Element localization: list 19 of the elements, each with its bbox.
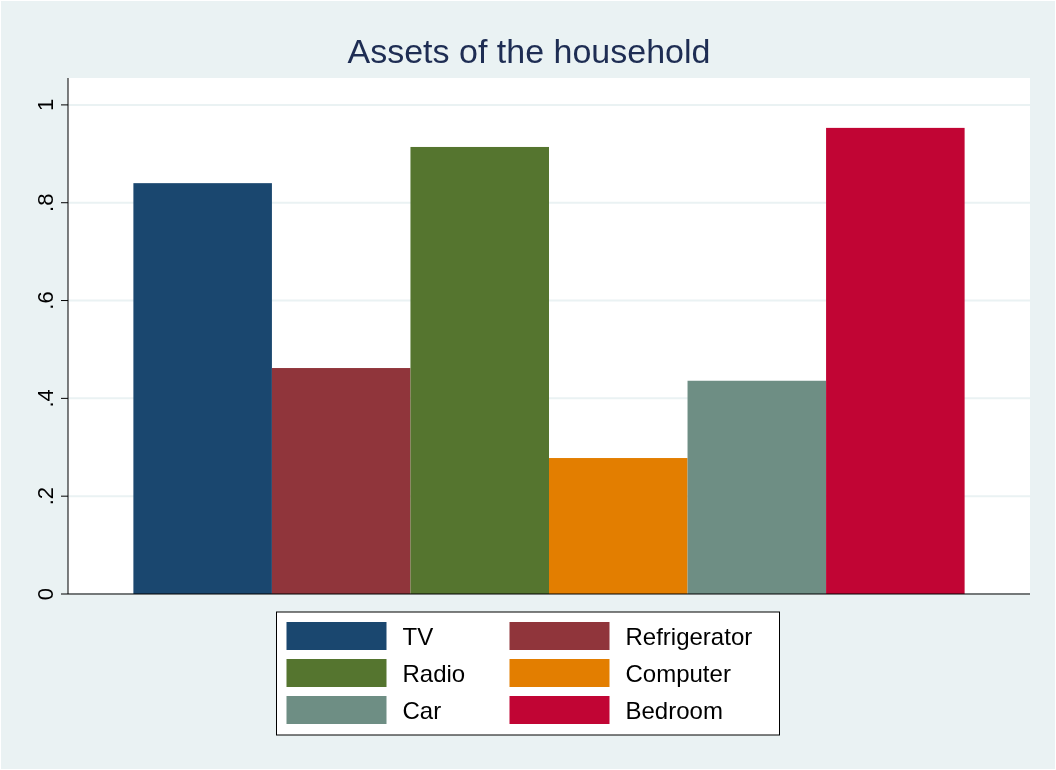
bar (826, 127, 965, 594)
y-tick-label: .6 (33, 291, 58, 310)
bar (410, 146, 549, 594)
legend-label: TV (402, 623, 434, 650)
legend-label: Computer (625, 660, 731, 687)
legend-label: Bedroom (625, 697, 723, 724)
y-tick-label: .2 (33, 487, 58, 506)
legend-label: Radio (402, 660, 466, 687)
bar (271, 368, 411, 594)
bar (549, 458, 688, 594)
y-tick-label: 1 (33, 98, 58, 112)
bar (687, 380, 827, 594)
legend-label: Refrigerator (625, 623, 753, 650)
chart-title: Assets of the household (347, 32, 711, 70)
y-tick-label: .4 (33, 389, 58, 408)
y-tick-label: .8 (33, 193, 58, 212)
y-tick-label: 0 (33, 587, 58, 601)
legend-label: Car (402, 697, 442, 724)
bar (133, 183, 272, 594)
